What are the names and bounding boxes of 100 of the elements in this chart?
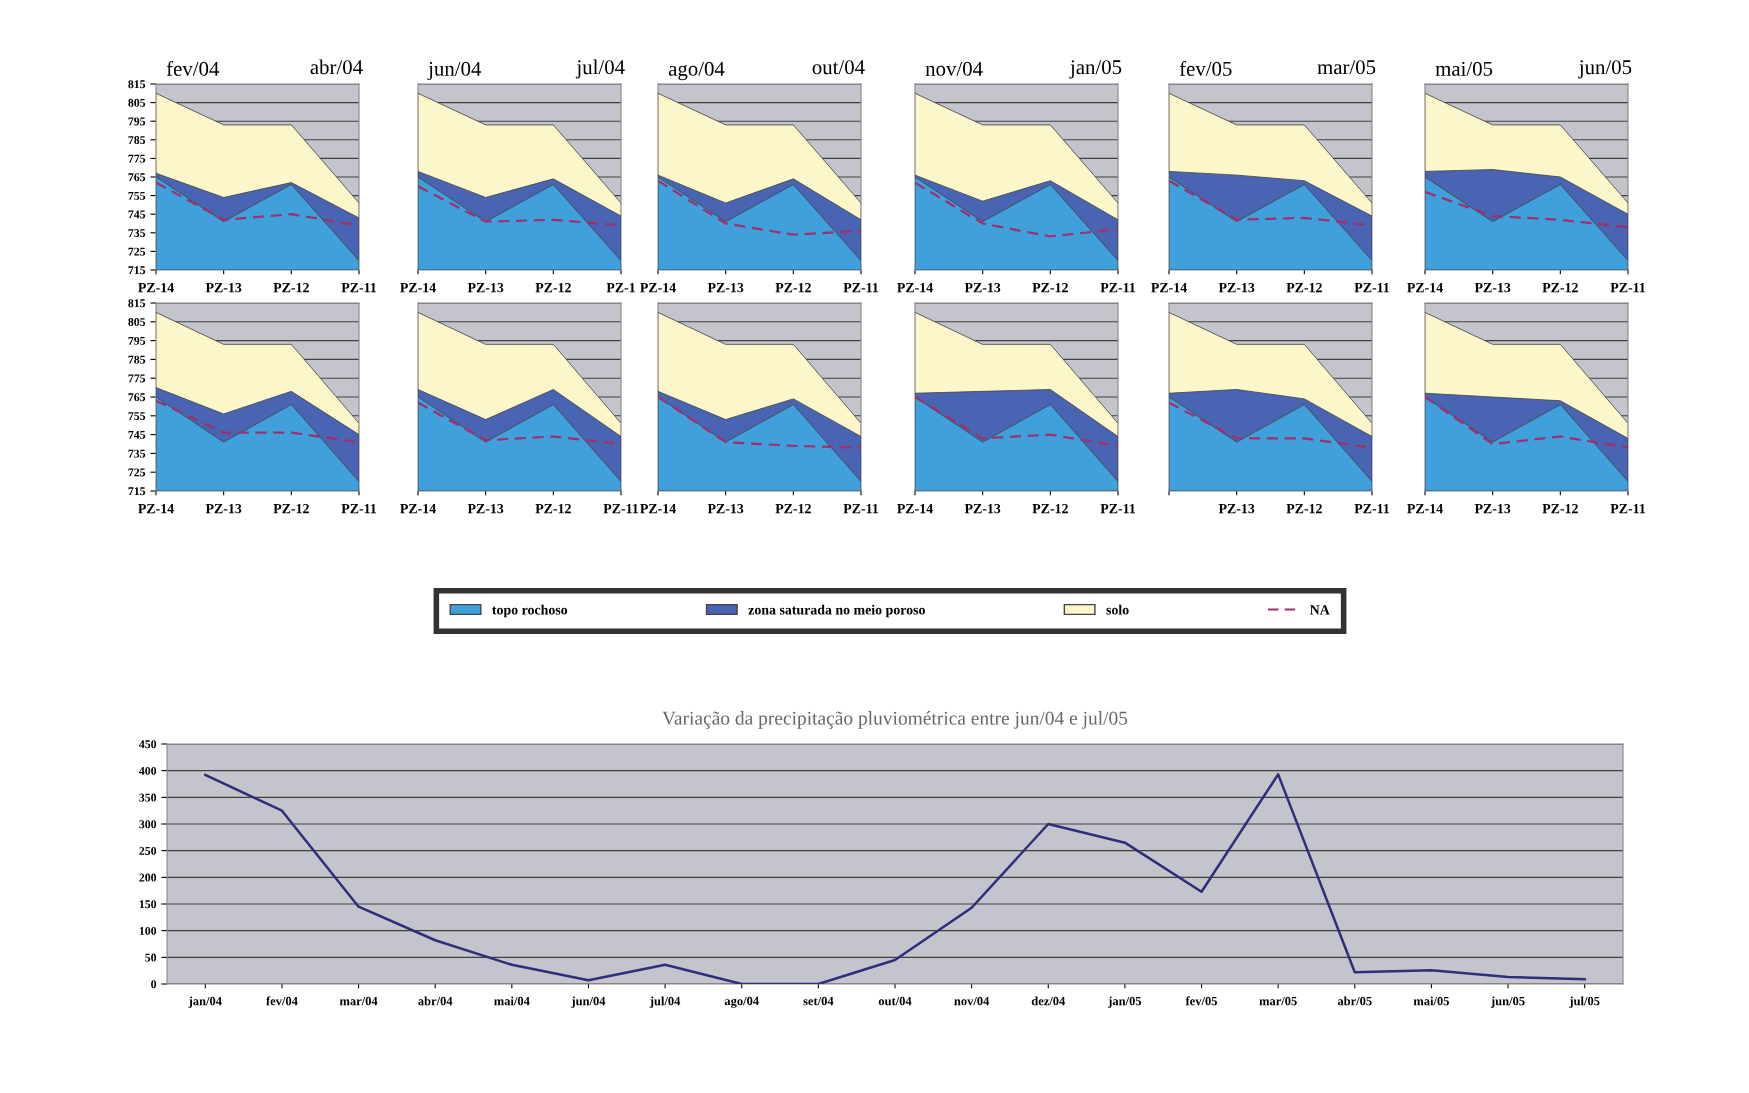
x-tick-label: fev/04 — [266, 996, 298, 1006]
x-tick-label: PZ-14 — [400, 282, 436, 293]
x-tick-label: PZ-13 — [964, 503, 1001, 514]
x-tick-label: PZ-12 — [1542, 282, 1578, 293]
x-tick-label: jan/05 — [1108, 996, 1142, 1008]
y-tick-label: 795 — [128, 336, 146, 345]
x-tick-label: PZ-14 — [138, 503, 174, 514]
text: abr/04 — [310, 59, 363, 75]
x-tick-label: PZ-14 — [138, 282, 174, 293]
y-tick-label: 300 — [139, 820, 157, 829]
text: jun/05 — [1578, 60, 1632, 79]
x-tick-label: jun/04 — [571, 996, 606, 1008]
x-tick-label: mar/04 — [339, 996, 378, 1006]
x-tick-label: PZ-13 — [964, 282, 1001, 293]
x-tick-label: PZ-12 — [273, 282, 309, 293]
x-tick-label: PZ-14 — [1407, 282, 1443, 293]
x-tick-label: PZ-13 — [1218, 282, 1255, 293]
chart-title: Variação da precipitação pluviométrica entre jun/04 e jul/05 — [662, 711, 1128, 729]
x-tick-label: mar/05 — [1259, 996, 1297, 1006]
x-tick-label: PZ-11 — [1354, 503, 1390, 514]
x-tick-label: PZ-12 — [535, 503, 571, 514]
legend-label: solo — [1106, 604, 1129, 615]
y-tick-label: 755 — [128, 412, 146, 421]
y-tick-label: 200 — [139, 873, 157, 882]
y-tick-label: 775 — [128, 154, 146, 163]
y-tick-label: 715 — [128, 266, 146, 275]
x-tick-label: PZ-12 — [775, 503, 811, 514]
x-tick-label: PZ-14 — [640, 282, 676, 293]
legend-label: topo rochoso — [492, 604, 568, 618]
x-tick-label: PZ-12 — [1286, 503, 1322, 514]
chart-title: nov/04 — [925, 61, 983, 76]
x-tick-label: PZ-11 — [1610, 282, 1646, 293]
x-tick-label: nov/04 — [954, 996, 990, 1006]
x-tick-label: PZ-11 — [1610, 503, 1646, 514]
x-tick-label: PZ-13 — [467, 503, 504, 514]
text: jul/04 — [575, 59, 625, 79]
x-tick-label: PZ-12 — [1032, 503, 1068, 514]
x-tick-label: PZ-11 — [1100, 282, 1136, 293]
x-tick-label: PZ-11 — [843, 282, 879, 293]
y-tick-label: 50 — [145, 953, 157, 962]
x-tick-label: PZ-13 — [467, 282, 504, 293]
x-tick-label: PZ-11 — [341, 282, 377, 293]
x-tick-label: fev/05 — [1185, 996, 1218, 1006]
y-tick-label: 250 — [139, 846, 157, 855]
x-tick-label: jul/04 — [649, 996, 681, 1008]
x-tick-label: PZ-11 — [1354, 282, 1390, 293]
legend-label: NA — [1309, 605, 1330, 615]
legend-label: zona saturada no meio poroso — [748, 604, 925, 618]
x-tick-label: ago/04 — [724, 996, 759, 1008]
y-tick-label: 765 — [128, 393, 146, 402]
x-tick-label: PZ-11 — [1100, 503, 1136, 514]
x-tick-label: PZ-13 — [1218, 503, 1255, 514]
x-tick-label: PZ-1 — [606, 282, 635, 293]
y-tick-label: 775 — [128, 374, 146, 383]
text: out/04 — [812, 60, 865, 75]
x-tick-label: PZ-11 — [843, 503, 879, 514]
y-tick-label: 805 — [128, 318, 146, 327]
y-tick-label: 715 — [128, 487, 146, 496]
x-tick-label: PZ-12 — [273, 503, 309, 514]
x-tick-label: mai/05 — [1413, 996, 1450, 1006]
y-tick-label: 745 — [128, 210, 146, 219]
x-tick-label: PZ-13 — [1474, 503, 1511, 514]
y-tick-label: 795 — [128, 117, 146, 126]
x-tick-label: PZ-13 — [707, 503, 744, 514]
x-tick-label: PZ-13 — [1474, 282, 1511, 293]
x-tick-label: PZ-14 — [897, 282, 933, 293]
x-tick-label: out/04 — [878, 996, 912, 1006]
line-series — [204, 773, 1586, 984]
x-tick-label: PZ-13 — [205, 503, 242, 514]
text: jan/05 — [1069, 60, 1122, 79]
x-tick-label: jul/05 — [1569, 996, 1600, 1008]
y-tick-label: 735 — [128, 229, 146, 238]
x-tick-label: PZ-14 — [1407, 503, 1443, 514]
y-tick-label: 400 — [139, 766, 157, 775]
y-tick-label: 150 — [139, 900, 157, 909]
y-tick-label: 785 — [128, 136, 146, 145]
chart-title: fev/05 — [1179, 61, 1232, 76]
x-tick-label: PZ-11 — [341, 503, 377, 514]
x-tick-label: PZ-14 — [897, 503, 933, 514]
x-tick-label: abr/04 — [418, 996, 453, 1006]
x-tick-label: jun/05 — [1490, 996, 1525, 1008]
chart-title: mai/05 — [1435, 61, 1493, 76]
y-tick-label: 785 — [128, 355, 146, 364]
chart-title: fev/04 — [166, 61, 220, 76]
x-tick-label: abr/05 — [1337, 996, 1372, 1006]
y-tick-label: 765 — [128, 173, 146, 182]
x-tick-label: PZ-12 — [775, 282, 811, 293]
x-tick-label: PZ-13 — [707, 282, 744, 293]
y-tick-label: 450 — [139, 740, 157, 749]
x-tick-label: PZ-14 — [400, 503, 436, 514]
y-tick-label: 745 — [128, 430, 146, 439]
x-tick-label: mai/04 — [494, 996, 530, 1006]
y-tick-label: 350 — [139, 793, 157, 802]
x-tick-label: dez/04 — [1031, 996, 1066, 1006]
x-tick-label: PZ-12 — [1032, 282, 1068, 293]
x-tick-label: PZ-12 — [1286, 282, 1322, 293]
y-tick-label: 100 — [139, 926, 157, 935]
x-tick-label: jan/04 — [188, 996, 222, 1008]
y-tick-label: 805 — [128, 98, 146, 107]
x-tick-label: PZ-13 — [205, 282, 242, 293]
